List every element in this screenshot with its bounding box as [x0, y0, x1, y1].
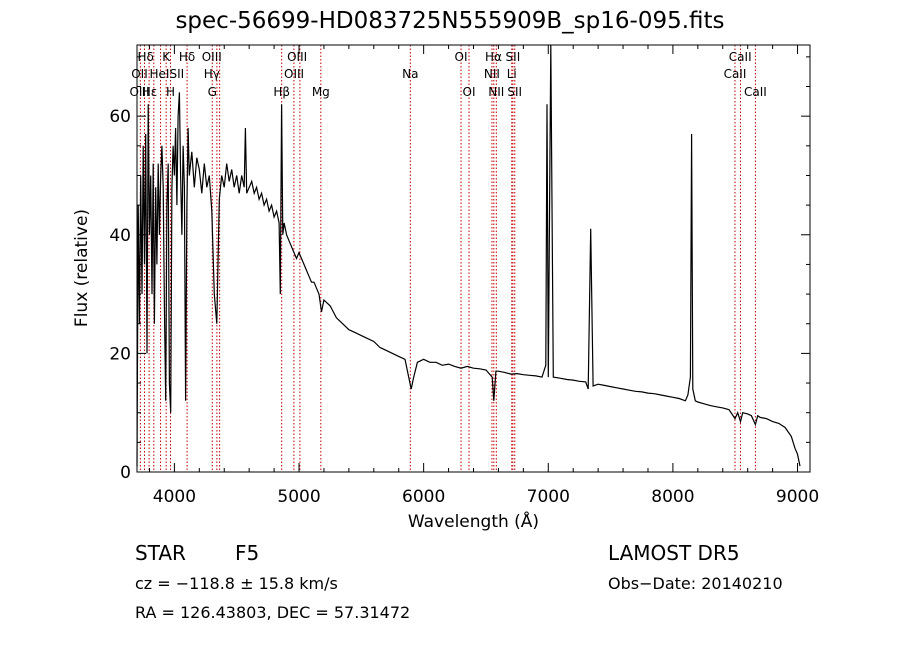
spectral-subclass: F5	[235, 541, 260, 565]
line-label: HeI	[149, 67, 169, 81]
line-label: OIII	[202, 50, 222, 64]
y-tick-label: 40	[109, 226, 131, 246]
plot-frame	[136, 44, 811, 473]
spectrum-series-line	[136, 44, 801, 467]
line-label: CaII	[744, 85, 767, 99]
line-label: SII	[170, 67, 185, 81]
x-tick-label: 7000	[527, 487, 570, 507]
line-label: OIII	[284, 67, 304, 81]
line-label: H	[166, 85, 175, 99]
x-axis-label: Wavelength (Å)	[407, 512, 540, 532]
x-tick-label: 4000	[153, 487, 196, 507]
ra-dec: RA = 126.43803, DEC = 57.31472	[135, 603, 411, 622]
line-label: Hβ	[273, 85, 290, 99]
cz-value: cz = −118.8 ± 15.8 km/s	[135, 574, 338, 593]
line-label: SII	[506, 50, 521, 64]
line-label: G	[208, 85, 217, 99]
line-label: NII	[488, 85, 504, 99]
line-label: Mg	[312, 85, 330, 99]
y-tick-label: 20	[109, 344, 131, 364]
line-label: Hε	[142, 85, 158, 99]
line-label: Hδ	[138, 50, 154, 64]
y-tick-label: 0	[120, 463, 131, 483]
survey-name: LAMOST DR5	[608, 541, 740, 565]
x-tick-label: 6000	[402, 487, 445, 507]
line-label: OIII	[129, 85, 149, 99]
y-tick-label: 60	[109, 107, 131, 127]
line-label: SII	[507, 85, 522, 99]
line-label: OI	[455, 50, 468, 64]
line-label: K	[162, 50, 171, 64]
y-axis-label: Flux (relative)	[72, 208, 92, 328]
x-tick-label: 5000	[277, 487, 320, 507]
line-label: OIII	[287, 50, 307, 64]
line-label: OII	[131, 67, 148, 81]
line-label: Hα	[485, 50, 502, 64]
line-label: Li	[507, 67, 517, 81]
x-tick-label: 9000	[776, 487, 819, 507]
emission-line-markers	[139, 45, 756, 472]
object-type: STAR	[135, 541, 186, 565]
x-tick-label: 8000	[651, 487, 694, 507]
line-label: Hγ	[204, 67, 220, 81]
line-label: Hδ	[179, 50, 195, 64]
line-label: NII	[484, 67, 500, 81]
line-label: CaII	[724, 67, 747, 81]
line-label: Na	[402, 67, 418, 81]
line-label: OI	[463, 85, 476, 99]
axis-ticks: 4000 5000 6000 7000 8000 9000 0 20 40 60	[109, 45, 819, 507]
obs-date: Obs−Date: 20140210	[608, 574, 783, 593]
chart-title: spec-56699-HD083725N555909B_sp16-095.fit…	[175, 8, 725, 34]
line-label: CaII	[729, 50, 752, 64]
